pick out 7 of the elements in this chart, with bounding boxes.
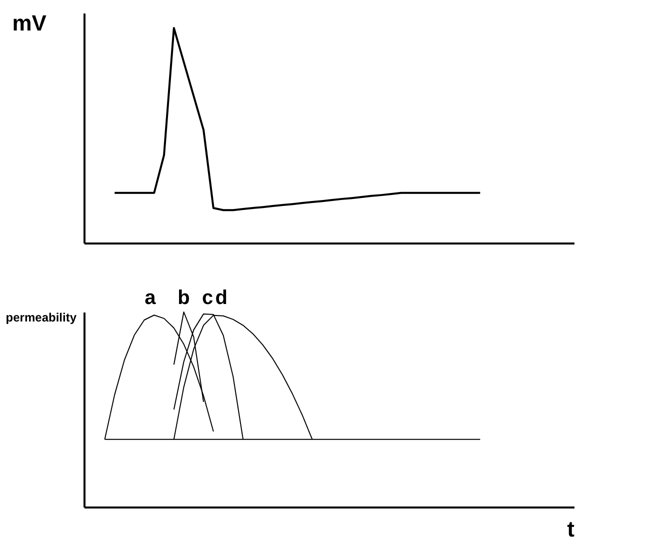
- series-label: a: [144, 287, 157, 309]
- x-axis-title: t: [567, 516, 576, 539]
- series-label: c: [202, 287, 214, 309]
- series-label: b: [178, 287, 190, 309]
- series-label: d: [215, 287, 228, 309]
- y-axis-title: mV: [12, 10, 47, 36]
- y-axis-title: permeability: [6, 310, 77, 324]
